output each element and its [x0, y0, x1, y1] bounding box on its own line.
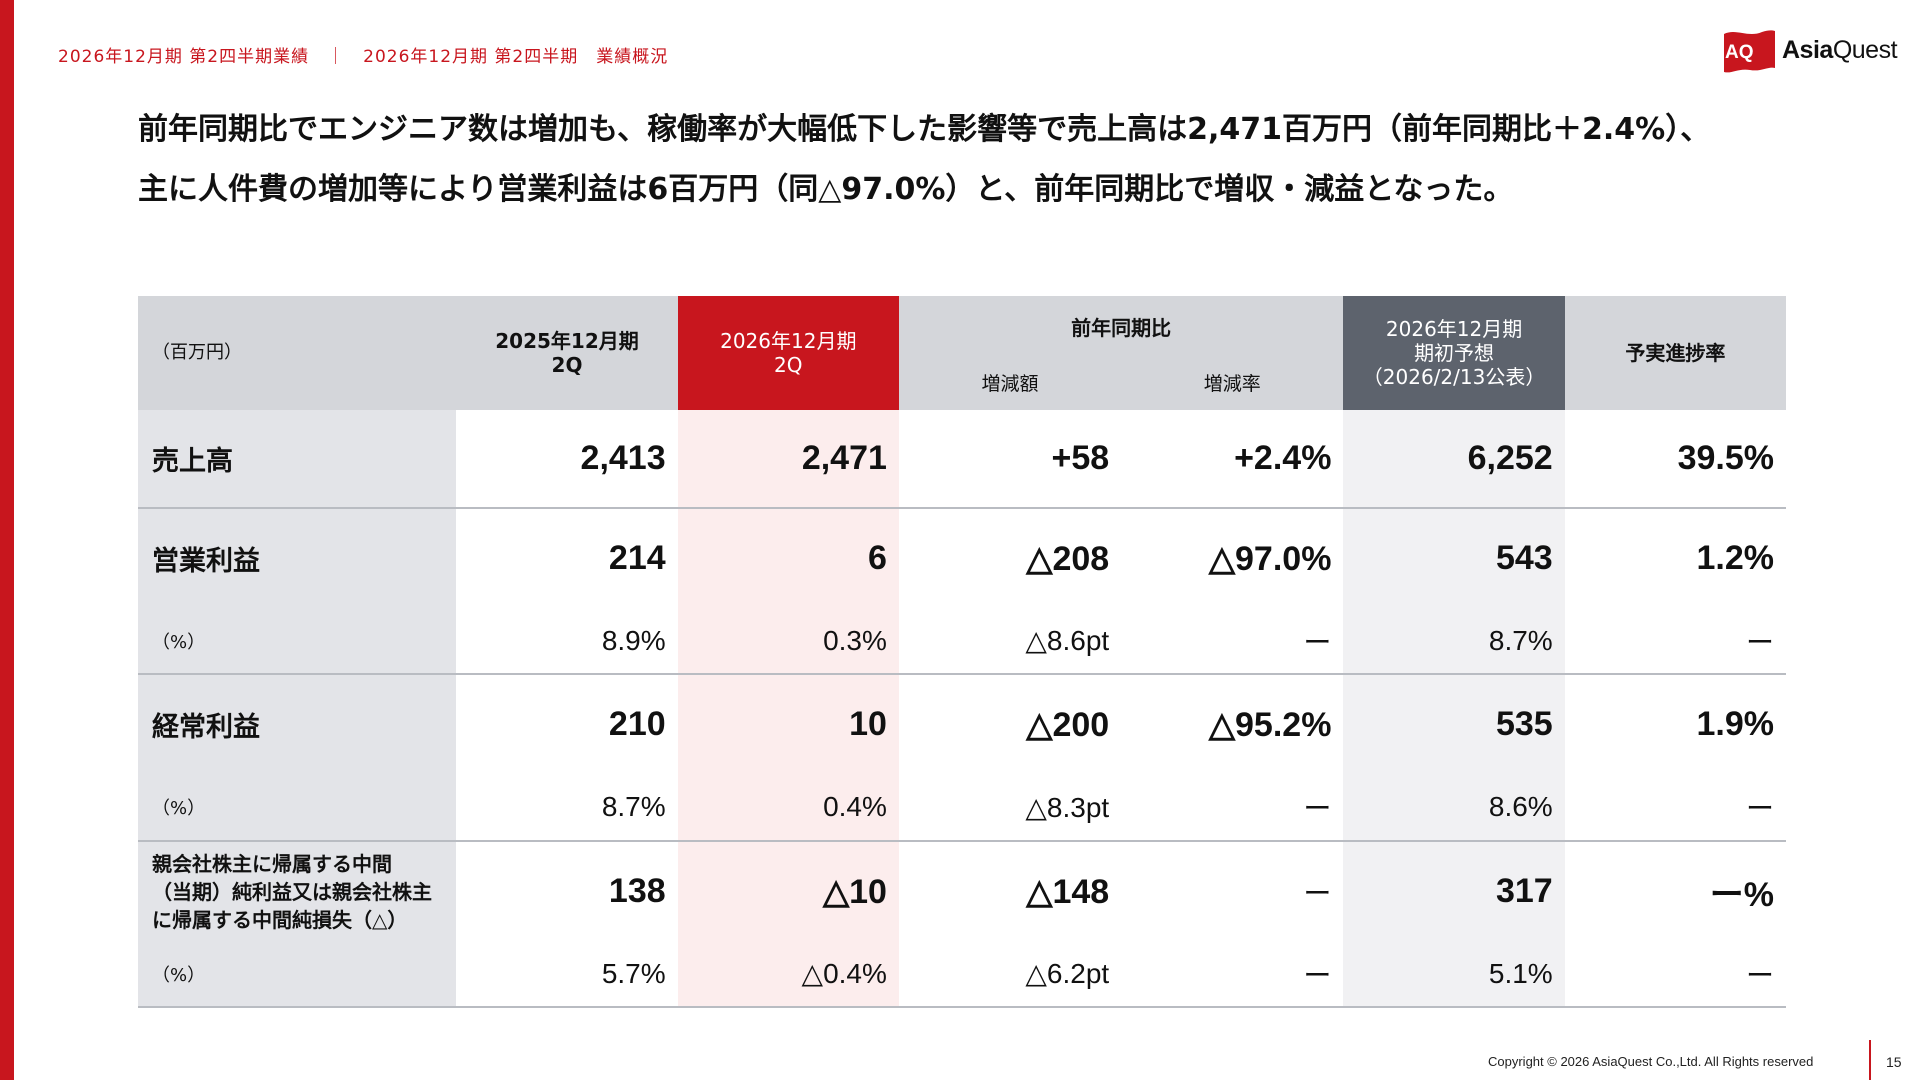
- left-accent-bar: [0, 0, 14, 1080]
- cell-current: △0.4%: [677, 941, 899, 1008]
- col-header-forecast-line2: 期初予想: [1414, 341, 1495, 365]
- col-header-forecast-line3: （2026/2/13公表）: [1362, 365, 1546, 389]
- cell-forecast: 8.6%: [1343, 774, 1565, 842]
- cell-prev: 8.7%: [456, 774, 678, 842]
- cell-yoy-amount: △8.6pt: [898, 608, 1122, 675]
- logo-text-bold: Asia: [1782, 36, 1833, 64]
- cell-forecast: 535: [1343, 674, 1565, 774]
- cell-progress: ー: [1564, 774, 1786, 842]
- col-header-current-2q: 2026年12月期 2Q: [677, 296, 899, 410]
- cell-yoy-rate: △95.2%: [1208, 705, 1332, 744]
- cell-prev: 214: [608, 539, 666, 577]
- company-logo: AQ AsiaQuest: [1722, 28, 1902, 74]
- cell-prev: 138: [608, 872, 666, 910]
- cell-yoy-amount: +58: [898, 410, 1122, 509]
- cell-prev: 2,413: [456, 410, 678, 509]
- cell-prev: 210: [608, 705, 666, 743]
- table-row-net-margin: （%） 5.7% △0.4% △6.2pt ー 5.1% ー: [138, 941, 1786, 1008]
- table-row-ordinary-profit: 経常利益 210 10 △200 △95.2% 535 1.9%: [138, 674, 1786, 774]
- cell-prev: 5.7%: [456, 941, 678, 1008]
- table-row-net-income: 親会社株主に帰属する中間 （当期）純利益又は親会社株主 に帰属する中間純損失（△） …: [138, 841, 1786, 941]
- cell-forecast: 317: [1343, 841, 1565, 941]
- row-label: 親会社株主に帰属する中間 （当期）純利益又は親会社株主 に帰属する中間純損失（△）: [138, 841, 457, 941]
- col-header-progress: 予実進捗率: [1564, 296, 1786, 410]
- copyright-text: Copyright © 2026 AsiaQuest Co.,Ltd. All …: [1488, 1054, 1814, 1069]
- col-header-prev-line2: 2Q: [551, 353, 583, 377]
- cell-progress: ー%: [1709, 876, 1774, 914]
- row-label: 営業利益: [138, 508, 457, 608]
- headline-line-2: 主に人件費の増加等により営業利益は6百万円（同△97.0%）と、前年同期比で増収…: [138, 172, 1514, 207]
- financial-summary-table: （百万円） 2025年12月期 2Q 2026年12月期 2Q 前年同期比 2026…: [138, 296, 1786, 1008]
- summary-headline: 前年同期比でエンジニア数は増加も、稼働率が大幅低下した影響等で売上高は2,471…: [138, 100, 1858, 220]
- page-number: 15: [1886, 1054, 1902, 1070]
- cell-yoy-rate: ー: [1303, 877, 1332, 909]
- row-label: 売上高: [138, 410, 457, 509]
- col-header-forecast-line1: 2026年12月期: [1385, 317, 1523, 341]
- row-label: （%）: [138, 941, 457, 1008]
- row-label-line2: （当期）純利益又は親会社株主: [152, 879, 432, 904]
- unit-text: （百万円）: [152, 342, 242, 363]
- table-header-row: （百万円） 2025年12月期 2Q 2026年12月期 2Q 前年同期比 2026…: [138, 296, 1786, 410]
- cell-progress: 39.5%: [1564, 410, 1786, 509]
- table-row-operating-profit: 営業利益 214 6 △208 △97.0% 543 1.2%: [138, 508, 1786, 608]
- breadcrumb-separator: ｜: [327, 47, 346, 67]
- unit-label: （百万円）: [138, 296, 457, 410]
- logo-wordmark: AsiaQuest: [1782, 36, 1898, 65]
- cell-current: 0.4%: [677, 774, 899, 842]
- cell-progress: ー: [1564, 941, 1786, 1008]
- cell-yoy-rate: ー: [1121, 608, 1344, 675]
- cell-yoy-rate: ー: [1121, 941, 1344, 1008]
- cell-yoy-amount: △8.3pt: [898, 774, 1122, 842]
- cell-yoy-amount: △208: [1026, 539, 1110, 578]
- headline-line-1: 前年同期比でエンジニア数は増加も、稼働率が大幅低下した影響等で売上高は2,471…: [138, 112, 1711, 147]
- aq-flag-logo-icon: AQ: [1724, 30, 1775, 73]
- cell-current: 10: [677, 674, 899, 774]
- cell-current: 6: [677, 508, 899, 608]
- cell-current: 0.3%: [677, 608, 899, 675]
- cell-progress: ー: [1564, 608, 1786, 675]
- table-row-operating-margin: （%） 8.9% 0.3% △8.6pt ー 8.7% ー: [138, 608, 1786, 675]
- logo-text-regular: Quest: [1832, 36, 1898, 64]
- row-label-line3: に帰属する中間純損失（△）: [152, 907, 408, 932]
- row-label-line1: 親会社株主に帰属する中間: [152, 851, 392, 876]
- cell-forecast: 5.1%: [1343, 941, 1565, 1008]
- col-header-cur-line2: 2Q: [774, 353, 803, 377]
- table-row-sales: 売上高 2,413 2,471 +58 +2.4% 6,252 39.5%: [138, 410, 1786, 509]
- cell-yoy-amount: △6.2pt: [898, 941, 1122, 1008]
- col-header-yoy: 前年同期比: [898, 296, 1344, 348]
- col-header-prev-line1: 2025年12月期: [495, 329, 639, 353]
- table-row-ordinary-margin: （%） 8.7% 0.4% △8.3pt ー 8.6% ー: [138, 774, 1786, 842]
- col-header-prev-2q: 2025年12月期 2Q: [456, 296, 678, 410]
- cell-yoy-amount: △200: [1026, 705, 1110, 744]
- cell-yoy-rate: △97.0%: [1208, 539, 1332, 578]
- cell-yoy-rate: +2.4%: [1121, 410, 1344, 509]
- row-label: （%）: [138, 608, 457, 675]
- col-header-yoy-rate: 増減率: [1121, 348, 1344, 410]
- row-label: （%）: [138, 774, 457, 842]
- cell-forecast: 543: [1343, 508, 1565, 608]
- breadcrumb-page: 2026年12月期 第2四半期 業績概況: [363, 47, 669, 67]
- logo-mark: AQ: [1725, 42, 1754, 63]
- cell-progress: 1.9%: [1696, 705, 1775, 743]
- cell-progress: 1.2%: [1696, 539, 1775, 577]
- cell-prev: 8.9%: [456, 608, 678, 675]
- cell-yoy-rate: ー: [1121, 774, 1344, 842]
- cell-forecast: 8.7%: [1343, 608, 1565, 675]
- cell-forecast: 6,252: [1343, 410, 1565, 509]
- col-header-yoy-amount: 増減額: [898, 348, 1122, 410]
- row-label: 経常利益: [138, 674, 457, 774]
- breadcrumb-section: 2026年12月期 第2四半期業績: [58, 47, 310, 67]
- breadcrumb: 2026年12月期 第2四半期業績 ｜ 2026年12月期 第2四半期 業績概況: [58, 42, 668, 67]
- col-header-cur-line1: 2026年12月期: [720, 329, 857, 353]
- footer-divider: [1869, 1040, 1871, 1080]
- cell-yoy-amount: △148: [1026, 872, 1110, 911]
- cell-current: △10: [677, 841, 899, 941]
- cell-current: 2,471: [677, 410, 899, 509]
- col-header-forecast: 2026年12月期 期初予想 （2026/2/13公表）: [1343, 296, 1565, 410]
- table-subheader-row: 増減額 増減率: [138, 348, 1786, 410]
